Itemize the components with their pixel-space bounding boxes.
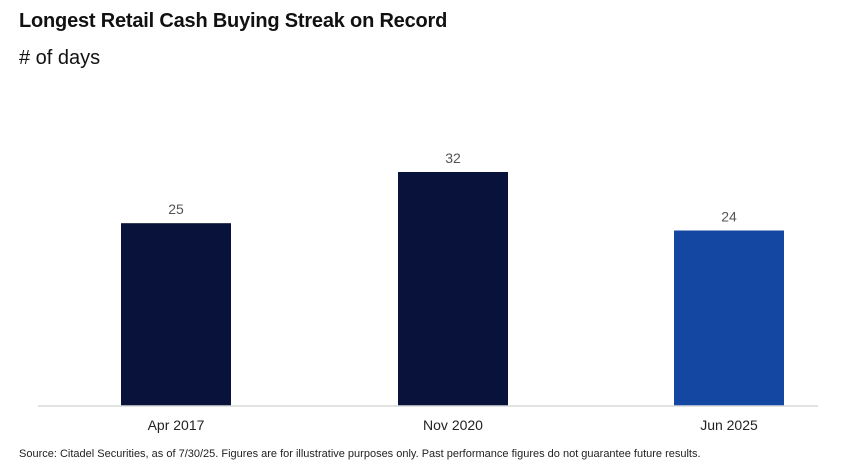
- bars-group: [121, 172, 784, 406]
- category-label: Nov 2020: [423, 417, 483, 433]
- bar-nov-2020: [398, 172, 508, 406]
- data-label: 32: [445, 150, 461, 166]
- category-labels-group: Apr 2017 Nov 2020 Jun 2025: [148, 417, 758, 433]
- source-note: Source: Citadel Securities, as of 7/30/2…: [19, 448, 701, 460]
- data-label: 24: [721, 209, 737, 225]
- data-label: 25: [168, 201, 184, 217]
- category-label: Jun 2025: [700, 417, 758, 433]
- category-label: Apr 2017: [148, 417, 205, 433]
- chart-title: Longest Retail Cash Buying Streak on Rec…: [19, 10, 448, 32]
- data-labels-group: 25 32 24: [168, 150, 737, 225]
- chart-subtitle: # of days: [19, 47, 101, 69]
- bar-jun-2025: [674, 230, 784, 406]
- bar-apr-2017: [121, 223, 231, 406]
